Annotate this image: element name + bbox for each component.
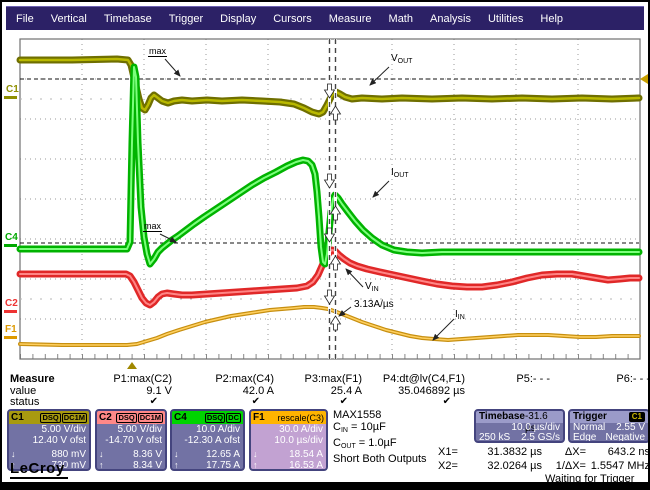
- iout-annotation: IOUT: [391, 167, 409, 179]
- c2-zero-tick: [4, 310, 17, 313]
- c2-dsq-badge: DSQ: [116, 412, 137, 423]
- menu-bar: File Vertical Timebase Trigger Display C…: [6, 6, 644, 30]
- menu-item-help[interactable]: Help: [540, 12, 564, 25]
- trigger-source-badge: C1: [628, 412, 645, 422]
- menu-item-file[interactable]: File: [16, 12, 34, 25]
- time-cursors[interactable]: [328, 39, 337, 359]
- measure-row-label: Measure: [10, 373, 55, 385]
- measure-p2[interactable]: P2:max(C4) 42.0 A ✔: [215, 373, 274, 407]
- trigger-box[interactable]: Trigger C1 Normal 2.55 V Edge Negative: [568, 409, 648, 443]
- c1-zero-tick: [4, 96, 17, 99]
- menu-item-math[interactable]: Math: [388, 12, 413, 25]
- channel-label-c4[interactable]: C4: [5, 232, 18, 243]
- min-arrow-icon: ↓: [99, 449, 104, 459]
- vout-annotation: VOUT: [391, 53, 413, 65]
- vin-trace: [16, 246, 643, 309]
- timebase-box[interactable]: Timebase -31.6 µs 10.0 µs/div 250 kS 2.5 G…: [474, 409, 565, 443]
- trigger-level-marker[interactable]: [640, 74, 648, 84]
- menu-item-vertical[interactable]: Vertical: [50, 12, 87, 25]
- iin-trace: [18, 305, 641, 347]
- bottom-border-bar: [2, 482, 648, 488]
- trigger-time-marker[interactable]: [127, 362, 137, 369]
- c2-coupling-badge: DC1M: [137, 412, 163, 423]
- trace-descriptor-f1[interactable]: F1 rescale(C3) 30.0 A/div 10.0 µs/div ↓ 1…: [249, 409, 328, 471]
- annotation-leaders: [159, 58, 455, 341]
- channel-label-c1[interactable]: C1: [6, 84, 19, 95]
- menu-item-cursors[interactable]: Cursors: [273, 12, 312, 25]
- max-annotation-mid: max: [143, 221, 163, 232]
- vout-trace: [16, 55, 643, 118]
- c4-dsq-badge: DSQ: [204, 412, 226, 423]
- c1-dsq-badge: DSQ: [40, 412, 61, 423]
- circuit-info-block: MAX1558 CIN = 10µF COUT = 1.0µF Short Bo…: [333, 409, 427, 465]
- waveform-traces: [16, 55, 643, 347]
- part-number: MAX1558: [333, 409, 382, 421]
- cout-value: COUT = 1.0µF: [333, 437, 397, 450]
- test-condition: Short Both Outputs: [333, 453, 427, 465]
- channel-descriptor-c1[interactable]: C1 DSQ DC1M 5.00 V/div 12.40 V ofst ↓ 880 …: [7, 409, 91, 471]
- measure-p3[interactable]: P3:max(F1) 25.4 A ✔: [304, 373, 362, 407]
- f1-zero-tick: [4, 336, 17, 339]
- iout-trace: [16, 63, 643, 268]
- measure-p5[interactable]: P5:- - -: [516, 373, 550, 385]
- c1-coupling-badge: DC1M: [61, 412, 87, 423]
- channel-label-c2[interactable]: C2: [5, 298, 18, 309]
- max-annotation-top: max: [148, 46, 168, 57]
- menu-item-timebase[interactable]: Timebase: [103, 12, 152, 25]
- channel-descriptor-c4[interactable]: C4 DSQ DC 10.0 A/div -12.30 A ofst ↓ 12.65…: [170, 409, 245, 471]
- max-arrow-icon: ↑: [174, 460, 179, 470]
- measure-p6[interactable]: P6:- - -: [616, 373, 650, 385]
- graticule: [19, 38, 641, 360]
- cursor-marker-arrows: [323, 83, 342, 331]
- menu-item-trigger[interactable]: Trigger: [168, 12, 204, 25]
- c4-zero-tick: [4, 244, 17, 247]
- measure-p1[interactable]: P1:max(C2) 9.1 V ✔: [113, 373, 172, 407]
- max-arrow-icon: ↑: [253, 460, 258, 470]
- c4-coupling-badge: DC: [226, 412, 241, 423]
- status-row-label: status: [10, 396, 40, 408]
- min-arrow-icon: ↓: [11, 449, 16, 459]
- iin-annotation: IIN: [455, 309, 465, 321]
- min-arrow-icon: ↓: [253, 449, 258, 459]
- channel-label-f1[interactable]: F1: [5, 324, 17, 335]
- slew-rate-annotation: 3.13A/µs: [354, 299, 394, 310]
- cursor-readout: X1= 31.3832 µs ΔX= 643.2 ns X2= 32.0264 µs …: [438, 446, 650, 472]
- menu-item-display[interactable]: Display: [220, 12, 257, 25]
- lecroy-logo: LeCroy: [10, 460, 68, 479]
- vin-annotation: VIN: [365, 281, 379, 293]
- max-arrow-icon: ↑: [11, 460, 16, 470]
- menu-item-utilities[interactable]: Utilities: [487, 12, 524, 25]
- max-arrow-icon: ↑: [99, 460, 104, 470]
- menu-item-analysis[interactable]: Analysis: [430, 12, 471, 25]
- measure-p4[interactable]: P4:dt@lv(C4,F1) 35.046892 µs ✔: [382, 373, 465, 407]
- measure-table: Measure value status P1:max(C2) 9.1 V ✔ P2…: [2, 373, 650, 409]
- menu-item-measure[interactable]: Measure: [328, 12, 372, 25]
- value-row-label: value: [10, 385, 37, 397]
- channel-descriptor-c2[interactable]: C2 DSQ DC1M 5.00 V/div -14.70 V ofst ↓ 8.3…: [95, 409, 167, 471]
- cin-value: CIN = 10µF: [333, 421, 386, 434]
- min-arrow-icon: ↓: [174, 449, 179, 459]
